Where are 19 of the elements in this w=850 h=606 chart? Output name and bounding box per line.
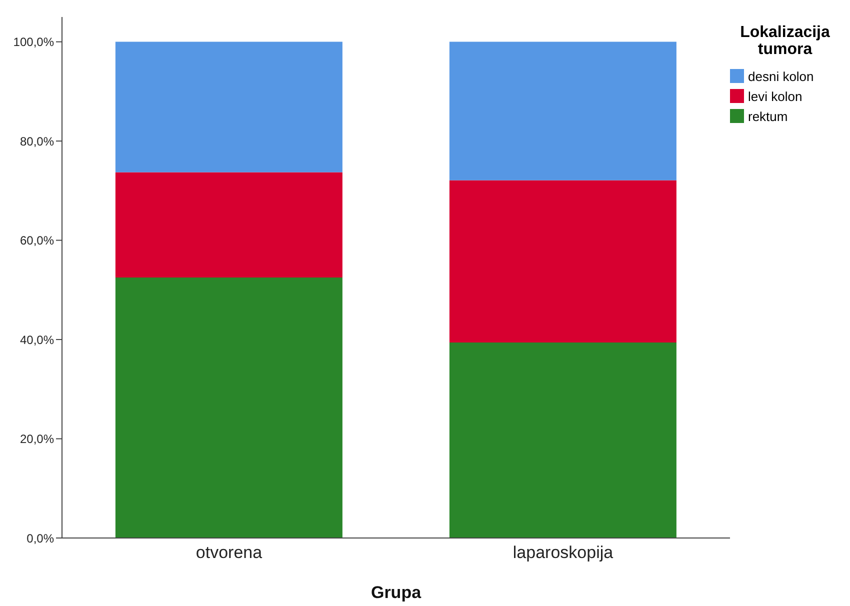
x-tick-label: otvorena <box>196 543 263 562</box>
legend-label: levi kolon <box>748 88 802 104</box>
y-tick-label: 40,0% <box>20 332 54 347</box>
x-tick-label: laparoskopija <box>512 543 614 562</box>
y-tick-label: 60,0% <box>20 234 54 248</box>
bar <box>115 42 342 172</box>
legend-label: rektum <box>748 108 788 124</box>
bar <box>449 342 676 538</box>
y-tick-label: 100,0% <box>13 35 54 50</box>
y-tick-label: 0,0% <box>26 531 54 546</box>
bar <box>449 42 676 180</box>
y-tick-label: 20,0% <box>20 432 54 446</box>
x-axis-title: Grupa <box>370 583 422 602</box>
legend-title: Lokalizacija tumora <box>739 24 831 58</box>
bar <box>115 172 342 278</box>
y-tick-label: 80,0% <box>20 134 54 148</box>
bar <box>449 180 676 342</box>
bar <box>115 278 342 538</box>
legend-label: desni kolon <box>748 68 814 84</box>
